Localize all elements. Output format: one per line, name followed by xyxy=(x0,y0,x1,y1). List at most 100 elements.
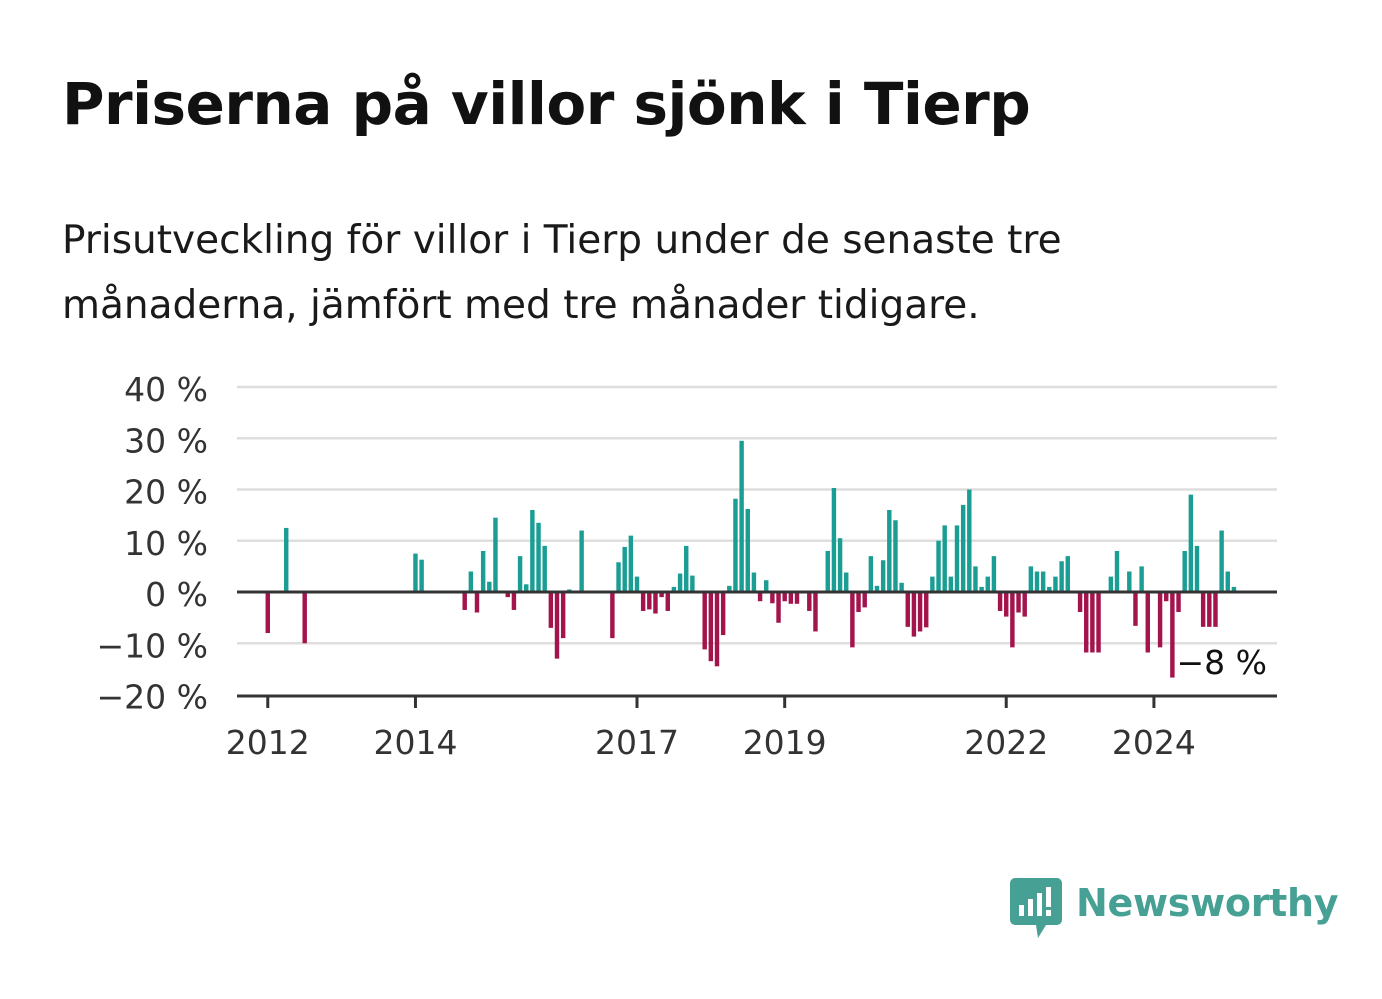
bar xyxy=(653,592,658,614)
bar xyxy=(1188,494,1194,593)
y-tick-label: 20 % xyxy=(124,473,208,512)
bar xyxy=(493,517,498,592)
y-tick-label: −10 % xyxy=(97,626,209,665)
gridlines xyxy=(237,385,1277,645)
bar xyxy=(1170,592,1175,678)
y-tick-label: 0 % xyxy=(145,575,208,614)
y-tick-label: 40 % xyxy=(124,370,208,409)
bar xyxy=(1028,566,1034,593)
bar xyxy=(1225,571,1230,592)
x-tick-label: 2024 xyxy=(1112,723,1196,762)
bar xyxy=(1157,592,1163,648)
x-tick-label: 2017 xyxy=(595,723,679,762)
bar xyxy=(1108,576,1114,593)
bar xyxy=(770,592,775,604)
bar xyxy=(1053,576,1058,593)
bar xyxy=(1022,592,1027,617)
bar xyxy=(948,576,954,593)
bar xyxy=(917,592,923,632)
bar xyxy=(930,576,935,593)
y-axis-ticks: 40 % 30 % 20 % 10 % 0 % −10 % −20 % xyxy=(97,370,209,717)
bar xyxy=(1047,586,1052,593)
bar xyxy=(837,538,843,592)
bar xyxy=(1164,592,1169,602)
bar xyxy=(671,586,677,593)
bar xyxy=(954,525,960,593)
bar xyxy=(850,592,855,648)
bar xyxy=(924,592,929,628)
bar xyxy=(505,592,510,598)
bar xyxy=(634,576,640,593)
bar xyxy=(659,592,664,598)
bar xyxy=(1084,592,1089,653)
bar xyxy=(844,572,849,592)
bar xyxy=(733,498,738,592)
bar xyxy=(1065,556,1070,593)
bar xyxy=(265,592,270,633)
bar xyxy=(622,546,627,592)
bar xyxy=(487,581,492,592)
bar xyxy=(1077,592,1083,612)
brand-name: Newsworthy xyxy=(1076,881,1339,925)
bar xyxy=(905,592,910,627)
bar xyxy=(517,556,523,593)
y-tick-label: −20 % xyxy=(97,678,209,717)
bar xyxy=(610,592,615,639)
bar-chart-speech-bubble-icon xyxy=(1010,878,1062,938)
bar xyxy=(720,592,726,636)
bar xyxy=(991,556,997,593)
bar xyxy=(579,530,584,592)
bar xyxy=(874,585,880,592)
x-tick-label: 2012 xyxy=(226,723,310,762)
bar xyxy=(942,525,947,593)
bar xyxy=(979,586,984,593)
bar xyxy=(862,592,867,608)
bar xyxy=(616,562,621,592)
bar xyxy=(751,572,757,592)
bar xyxy=(727,585,732,592)
bar xyxy=(936,540,941,592)
bar xyxy=(1194,545,1200,593)
bar xyxy=(856,592,861,612)
x-axis-ticks: 2012 2014 2017 2019 2022 2024 xyxy=(226,696,1196,762)
bar xyxy=(1040,571,1046,592)
bar xyxy=(548,592,554,628)
bar xyxy=(708,592,714,662)
bar xyxy=(1139,566,1144,593)
bar xyxy=(967,489,972,592)
bar xyxy=(530,510,535,592)
bar xyxy=(887,510,892,592)
bar xyxy=(684,545,689,593)
bar xyxy=(757,592,763,602)
bar xyxy=(973,566,978,593)
bar xyxy=(560,592,566,639)
bar xyxy=(665,592,670,611)
bar xyxy=(1114,551,1120,592)
bars xyxy=(265,440,1237,678)
bar xyxy=(985,576,990,593)
bar xyxy=(911,592,917,637)
bar xyxy=(831,487,837,592)
bar xyxy=(419,559,424,592)
bar xyxy=(647,592,652,610)
bar xyxy=(542,545,547,593)
bar xyxy=(1004,592,1009,617)
bar xyxy=(782,592,787,602)
bar xyxy=(302,592,307,644)
x-tick-label: 2014 xyxy=(373,723,457,762)
bar xyxy=(480,551,486,592)
bar xyxy=(960,504,966,593)
y-tick-label: 30 % xyxy=(124,421,208,460)
bar xyxy=(677,573,683,592)
bar xyxy=(511,592,517,610)
bar xyxy=(739,440,744,592)
bar xyxy=(764,580,769,592)
bar xyxy=(1176,592,1181,612)
bar xyxy=(554,592,560,659)
x-tick-label: 2022 xyxy=(964,723,1048,762)
bar xyxy=(690,575,695,592)
brand-footer: Newsworthy xyxy=(1010,878,1339,940)
bar xyxy=(524,584,529,592)
bar xyxy=(474,592,480,613)
bar xyxy=(1096,592,1101,653)
